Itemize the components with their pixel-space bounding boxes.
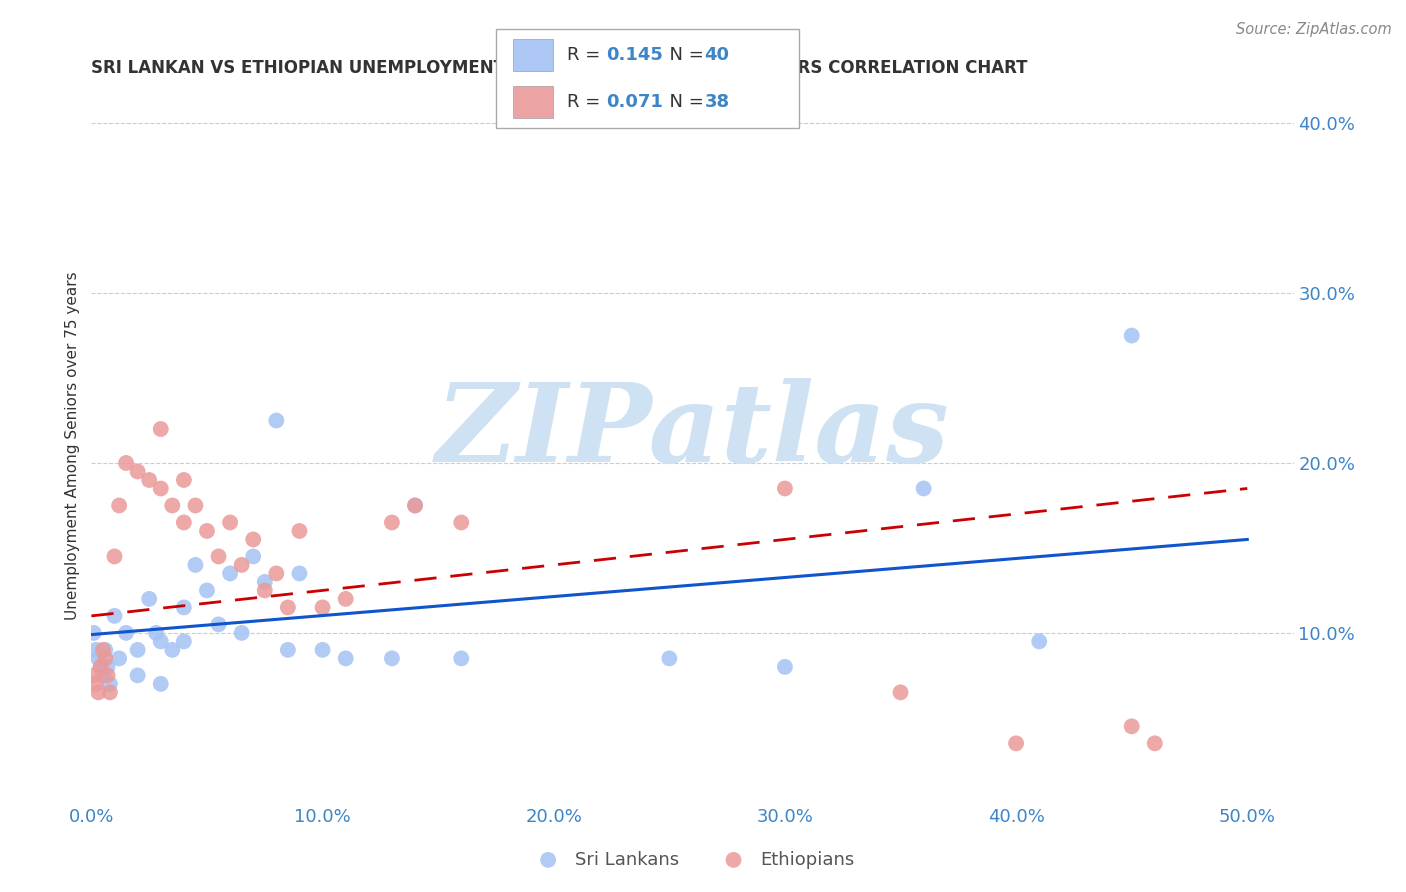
Point [84, 677, 107, 691]
Point [94, 651, 117, 665]
Point [266, 413, 288, 427]
Point [97, 668, 120, 682]
Point [149, 677, 172, 691]
Point [1121, 719, 1143, 733]
Point [84, 643, 107, 657]
Point [1028, 634, 1050, 648]
Point [173, 600, 195, 615]
Text: 40: 40 [704, 46, 730, 64]
Point [207, 617, 229, 632]
Point [288, 524, 311, 538]
Point [773, 482, 796, 496]
Point [149, 634, 172, 648]
Point [219, 566, 242, 581]
Point [277, 643, 299, 657]
Point [231, 558, 253, 572]
Text: N =: N = [658, 93, 710, 111]
Point [658, 651, 681, 665]
Point [277, 600, 299, 615]
Point [138, 473, 160, 487]
Point [889, 685, 911, 699]
Point [115, 626, 138, 640]
Point [450, 516, 472, 530]
Point [83, 626, 105, 640]
Point [266, 566, 288, 581]
Point [127, 643, 149, 657]
Point [288, 566, 311, 581]
Point [108, 499, 131, 513]
Point [149, 422, 172, 436]
Point [173, 516, 195, 530]
Point [1121, 328, 1143, 343]
Point [195, 524, 218, 538]
Point [138, 591, 160, 606]
Point [1005, 736, 1028, 750]
Point [108, 651, 131, 665]
Point [90, 660, 112, 674]
Point [253, 583, 276, 598]
Legend: Sri Lankans, Ethiopians: Sri Lankans, Ethiopians [523, 844, 862, 876]
Point [404, 499, 426, 513]
Point [381, 516, 404, 530]
Y-axis label: Unemployment Among Seniors over 75 years: Unemployment Among Seniors over 75 years [65, 272, 80, 620]
Point [1143, 736, 1166, 750]
Point [87, 651, 110, 665]
Point [184, 499, 207, 513]
Point [450, 651, 472, 665]
Point [231, 626, 253, 640]
Point [912, 482, 935, 496]
Point [335, 651, 357, 665]
Text: SRI LANKAN VS ETHIOPIAN UNEMPLOYMENT AMONG SENIORS OVER 75 YEARS CORRELATION CHA: SRI LANKAN VS ETHIOPIAN UNEMPLOYMENT AMO… [91, 59, 1028, 77]
Point [90, 660, 112, 674]
Point [242, 533, 264, 547]
Text: ZIPatlas: ZIPatlas [436, 378, 949, 485]
Point [242, 549, 264, 564]
Point [173, 634, 195, 648]
Point [173, 473, 195, 487]
Point [219, 516, 242, 530]
Point [311, 643, 333, 657]
Text: 38: 38 [704, 93, 730, 111]
Point [184, 558, 207, 572]
Point [91, 668, 114, 682]
Text: N =: N = [658, 46, 710, 64]
Point [98, 677, 121, 691]
Point [335, 591, 357, 606]
Text: Source: ZipAtlas.com: Source: ZipAtlas.com [1236, 22, 1392, 37]
Point [404, 499, 426, 513]
Point [127, 668, 149, 682]
Point [103, 608, 125, 623]
Text: R =: R = [567, 93, 606, 111]
Point [162, 643, 184, 657]
Point [103, 549, 125, 564]
Point [149, 482, 172, 496]
Point [145, 626, 167, 640]
Point [98, 685, 121, 699]
Point [162, 499, 184, 513]
Point [195, 583, 218, 598]
Point [83, 668, 105, 682]
Point [91, 643, 114, 657]
Point [773, 660, 796, 674]
Point [87, 685, 110, 699]
Text: R =: R = [567, 46, 606, 64]
Point [253, 574, 276, 589]
Point [207, 549, 229, 564]
Point [94, 643, 117, 657]
Point [97, 660, 120, 674]
Point [381, 651, 404, 665]
Point [115, 456, 138, 470]
Text: 0.071: 0.071 [606, 93, 662, 111]
Point [311, 600, 333, 615]
Point [127, 465, 149, 479]
Text: 0.145: 0.145 [606, 46, 662, 64]
